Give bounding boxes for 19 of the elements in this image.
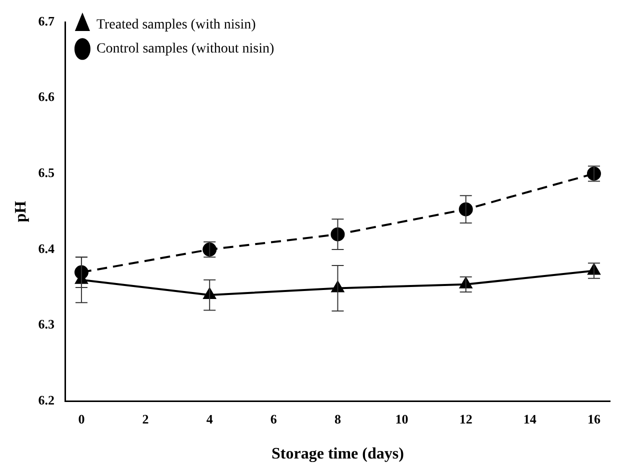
y-axis-title: pH bbox=[12, 200, 30, 222]
y-tick-label: 6.6 bbox=[38, 89, 55, 104]
y-tick-label: 6.2 bbox=[38, 392, 54, 408]
x-tick-label: 16 bbox=[587, 411, 601, 426]
x-tick-label: 10 bbox=[395, 411, 408, 426]
y-tick-label: 6.3 bbox=[38, 316, 55, 332]
x-axis-title: Storage time (days) bbox=[272, 446, 404, 463]
x-tick-label: 0 bbox=[78, 411, 85, 426]
x-tick-label: 6 bbox=[270, 411, 278, 426]
y-tick-label: 6.4 bbox=[38, 240, 55, 256]
legend-label: Control samples (without nisin) bbox=[96, 42, 274, 57]
x-tick-label: 8 bbox=[334, 411, 342, 426]
y-tick-label: 6.7 bbox=[38, 13, 55, 28]
x-tick-label: 12 bbox=[459, 411, 472, 426]
legend-label: Treated samples (with nisin) bbox=[96, 18, 256, 33]
x-tick-label: 4 bbox=[206, 411, 214, 426]
y-tick-label: 6.5 bbox=[38, 165, 55, 180]
x-tick-label: 14 bbox=[523, 411, 537, 426]
x-tick-label: 2 bbox=[142, 411, 149, 426]
